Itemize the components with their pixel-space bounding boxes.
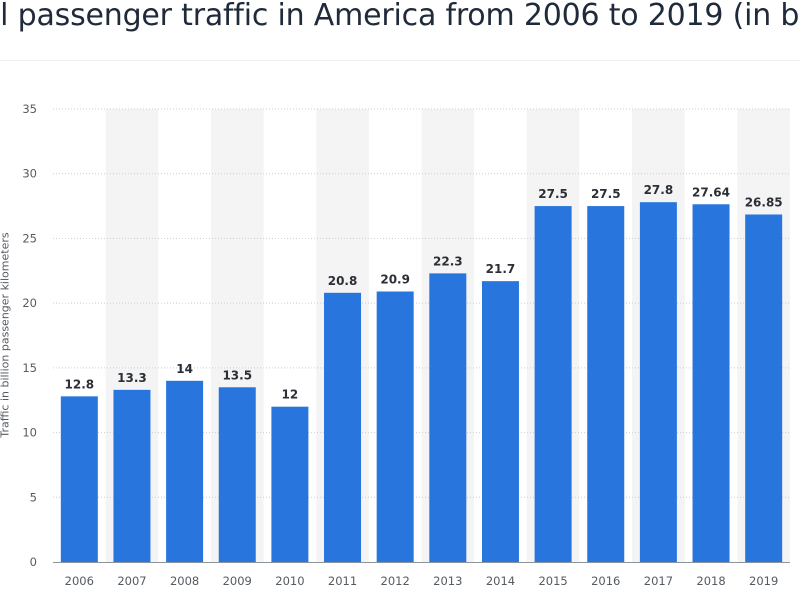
x-tick-label-2010: 2010	[275, 574, 304, 588]
x-tick-label-2016: 2016	[591, 574, 620, 588]
y-tick-label: 20	[22, 296, 37, 310]
bar-2006[interactable]	[60, 396, 98, 562]
data-label-2014: 21.7	[486, 262, 516, 276]
bar-2016[interactable]	[587, 206, 625, 563]
x-tick-label-2011: 2011	[328, 574, 357, 588]
data-label-2007: 13.3	[117, 371, 147, 385]
x-tick-label-2006: 2006	[65, 574, 94, 588]
bar-2008[interactable]	[166, 380, 204, 562]
y-tick-label: 15	[22, 361, 37, 375]
data-label-2010: 12	[282, 388, 299, 402]
y-tick-label: 30	[22, 167, 37, 181]
y-tick-label: 35	[22, 102, 37, 116]
data-label-2012: 20.9	[380, 272, 410, 286]
data-label-2015: 27.5	[538, 187, 568, 201]
bar-2011[interactable]	[324, 292, 362, 562]
x-tick-label-2012: 2012	[381, 574, 410, 588]
x-tick-label-2008: 2008	[170, 574, 199, 588]
data-label-2009: 13.5	[222, 368, 252, 382]
x-tick-label-2017: 2017	[644, 574, 673, 588]
bar-2012[interactable]	[376, 291, 414, 562]
y-tick-label: 25	[22, 231, 37, 245]
data-label-2013: 22.3	[433, 254, 463, 268]
bar-2007[interactable]	[113, 389, 151, 562]
bar-2017[interactable]	[639, 202, 677, 562]
x-tick-label-2019: 2019	[749, 574, 778, 588]
bar-2014[interactable]	[481, 281, 519, 562]
data-label-2016: 27.5	[591, 187, 621, 201]
y-tick-label: 10	[22, 426, 37, 440]
title-divider	[0, 60, 800, 61]
bar-2013[interactable]	[429, 273, 467, 562]
x-tick-label-2014: 2014	[486, 574, 515, 588]
x-tick-label-2013: 2013	[433, 574, 462, 588]
data-label-2008: 14	[176, 362, 193, 376]
data-label-2011: 20.8	[328, 274, 358, 288]
bar-2018[interactable]	[692, 204, 730, 562]
bar-2009[interactable]	[218, 387, 256, 562]
bar-2015[interactable]	[534, 206, 572, 563]
data-label-2019: 26.85	[745, 195, 783, 209]
chart-title: il passenger traffic in America from 200…	[0, 0, 800, 33]
data-label-2017: 27.8	[644, 183, 674, 197]
data-label-2018: 27.64	[692, 185, 730, 199]
y-tick-label: 0	[30, 555, 37, 569]
bar-2010[interactable]	[271, 406, 309, 562]
y-tick-label: 5	[30, 490, 37, 504]
bar-2019[interactable]	[745, 214, 783, 562]
x-tick-label-2009: 2009	[223, 574, 252, 588]
data-label-2006: 12.8	[65, 377, 95, 391]
x-tick-label-2007: 2007	[117, 574, 146, 588]
x-tick-label-2018: 2018	[696, 574, 725, 588]
x-tick-label-2015: 2015	[538, 574, 567, 588]
